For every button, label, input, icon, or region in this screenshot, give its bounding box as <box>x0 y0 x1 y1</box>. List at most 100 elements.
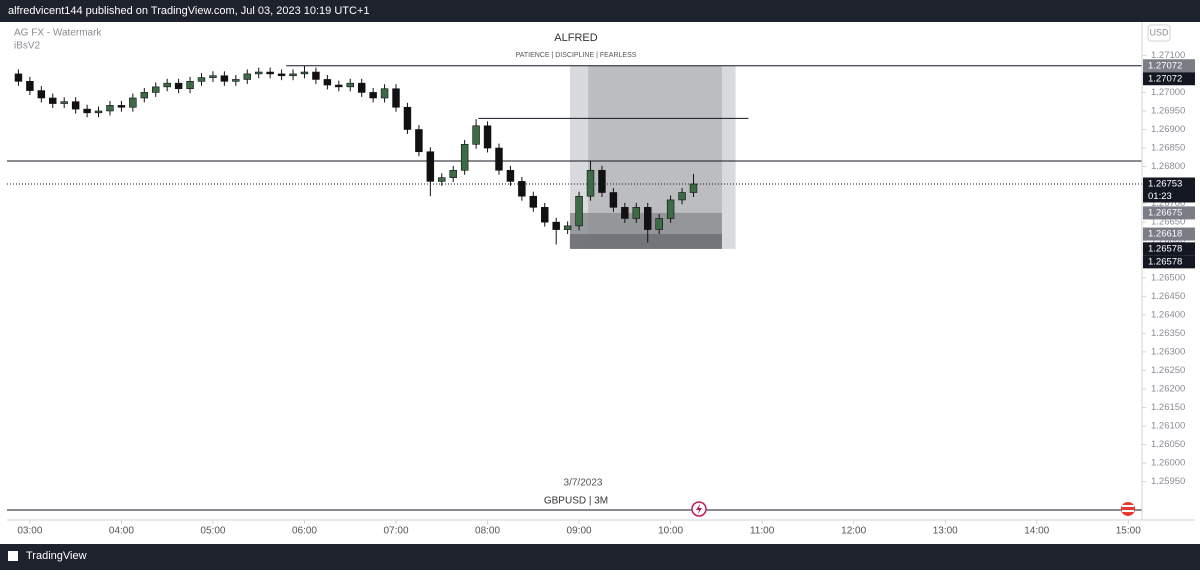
candle-body <box>60 101 68 104</box>
candle-body <box>220 75 229 82</box>
y-tick-label: 1.26000 <box>1151 458 1185 469</box>
candle-body <box>449 169 457 178</box>
candle-body <box>37 90 46 99</box>
candle-body <box>643 207 652 230</box>
indicator-name: AG FX - Watermark <box>14 28 102 39</box>
x-tick-label: 07:00 <box>383 526 408 537</box>
watermark-subtitle: PATIENCE | DISCIPLINE | FEARLESS <box>516 52 637 59</box>
price-tag-label: 1.26675 <box>1148 207 1182 218</box>
candle-body <box>689 183 698 193</box>
top-bar <box>0 0 1200 22</box>
indicator-name: iBsV2 <box>14 41 41 52</box>
y-tick-label: 1.26700 <box>1151 198 1185 209</box>
y-tick-label: 1.26650 <box>1151 217 1185 228</box>
candle-body <box>655 218 663 230</box>
candle-body <box>678 192 686 201</box>
candle-body <box>460 144 469 171</box>
candle-body <box>483 125 492 149</box>
candle-body <box>94 110 103 114</box>
x-tick-label: 11:00 <box>750 526 775 537</box>
price-tag-label: 1.27072 <box>1148 60 1182 71</box>
footer-brand: TradingView <box>26 550 87 562</box>
candle-body <box>117 105 126 108</box>
y-tick-label: 1.26600 <box>1151 235 1185 246</box>
x-tick-label: 05:00 <box>200 526 225 537</box>
candle-body <box>289 73 297 77</box>
price-tag <box>1143 59 1195 73</box>
y-tick-label: 1.26200 <box>1151 383 1185 394</box>
event-icon[interactable] <box>691 501 707 517</box>
price-tag-label: 1.26753 <box>1148 179 1182 190</box>
candle-body <box>323 79 332 86</box>
y-tick-label: 1.26100 <box>1151 421 1185 432</box>
candle-body <box>335 84 343 88</box>
candle-body <box>346 82 354 88</box>
price-tag <box>1143 242 1195 256</box>
candle-body <box>529 195 538 208</box>
candle-body <box>392 88 400 108</box>
currency-box[interactable] <box>1147 24 1171 42</box>
candle-body <box>163 82 171 88</box>
price-tag <box>1143 255 1195 269</box>
x-tick-label: 03:00 <box>17 526 42 537</box>
candle-body <box>232 79 240 82</box>
price-tag-label: 1.26578 <box>1148 243 1182 254</box>
candle-body <box>380 88 389 99</box>
candle-body <box>598 169 606 193</box>
candle-body <box>563 225 572 230</box>
y-tick-label: 1.27000 <box>1151 87 1185 98</box>
candle-body <box>575 195 583 227</box>
x-tick-label: 06:00 <box>292 526 317 537</box>
candle-body <box>357 82 366 93</box>
candle-body <box>129 97 137 108</box>
y-tick-label: 1.26500 <box>1151 272 1185 283</box>
candle-body <box>254 71 263 75</box>
candle-body <box>71 101 80 110</box>
price-tag-label: 1.26578 <box>1148 256 1182 267</box>
x-tick-label: 10:00 <box>658 526 683 537</box>
candle-body <box>152 86 160 93</box>
candle-body <box>140 92 149 99</box>
price-tag <box>1143 206 1195 220</box>
x-tick-label: 09:00 <box>567 526 592 537</box>
y-tick-label: 1.27100 <box>1151 50 1185 61</box>
x-tick-label: 08:00 <box>475 526 500 537</box>
candle-body <box>632 207 641 219</box>
price-tag-label: 1.27072 <box>1148 73 1182 84</box>
position-zone <box>569 234 722 249</box>
candle-body <box>277 73 286 77</box>
candle-body <box>403 106 412 130</box>
candle-body <box>609 192 618 208</box>
countdown-label: 01:23 <box>1148 191 1172 202</box>
candle-body <box>49 97 57 104</box>
candle-body <box>552 221 560 230</box>
candle-body <box>197 77 206 82</box>
flag-icon[interactable] <box>1121 502 1135 516</box>
x-tick-label: 12:00 <box>841 526 866 537</box>
candle-body <box>312 71 320 80</box>
symbol-label: GBPUSD | 3M <box>544 496 608 507</box>
x-tick-label: 04:00 <box>109 526 134 537</box>
price-tag <box>1143 72 1195 86</box>
watermark-title: ALFRED <box>554 32 597 44</box>
candle-body <box>438 177 446 182</box>
y-tick-label: 1.26050 <box>1151 439 1185 450</box>
price-tag <box>1143 227 1195 241</box>
candle-body <box>506 169 515 182</box>
y-tick-label: 1.26350 <box>1151 328 1185 339</box>
y-tick-label: 1.26900 <box>1151 124 1185 135</box>
x-tick-label: 15:00 <box>1116 526 1141 537</box>
countdown-tag <box>1143 190 1195 203</box>
candle-body <box>106 105 114 112</box>
x-tick-label: 14:00 <box>1024 526 1049 537</box>
date-label: 3/7/2023 <box>564 478 603 489</box>
candle-body <box>621 207 629 219</box>
price-tag <box>1143 177 1195 191</box>
y-tick-label: 1.26800 <box>1151 161 1185 172</box>
y-tick-label: 1.26250 <box>1151 365 1185 376</box>
candle-body <box>186 81 194 90</box>
candle-body <box>266 71 274 75</box>
currency-label[interactable]: USD <box>1149 27 1169 37</box>
y-tick-label: 1.26150 <box>1151 402 1185 413</box>
